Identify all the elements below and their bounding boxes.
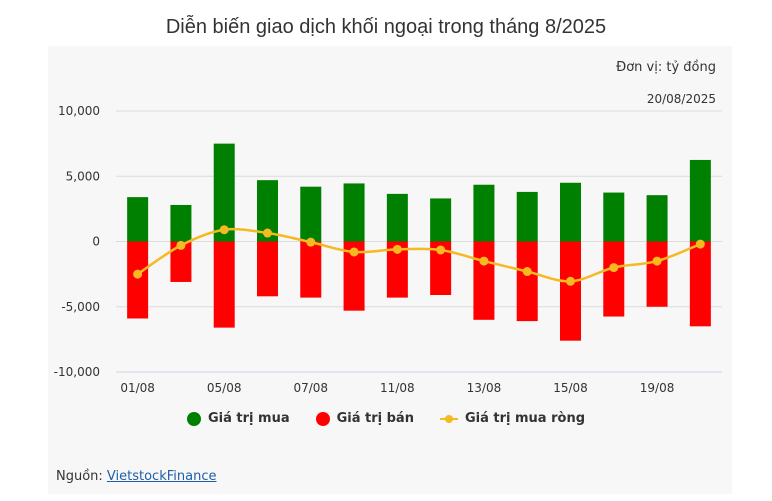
buy-bars	[127, 143, 711, 242]
bar-sell[interactable]	[646, 241, 668, 307]
bar-buy[interactable]	[689, 159, 711, 242]
net-point[interactable]	[566, 276, 575, 286]
legend-net-line-icon	[439, 412, 458, 426]
net-point[interactable]	[349, 247, 359, 257]
bar-buy[interactable]	[603, 192, 625, 242]
net-point[interactable]	[652, 256, 662, 266]
bar-buy[interactable]	[516, 191, 538, 242]
net-point[interactable]	[219, 225, 229, 235]
sell-bars	[127, 241, 711, 341]
x-tick-label: 01/08	[120, 381, 155, 395]
net-point[interactable]	[306, 237, 316, 247]
unit-label: Đơn vị: tỷ đồng	[616, 60, 716, 75]
net-point[interactable]	[176, 240, 186, 250]
bar-buy[interactable]	[473, 184, 495, 242]
bar-sell[interactable]	[213, 241, 235, 328]
grid-lines	[116, 110, 722, 373]
bar-buy[interactable]	[170, 204, 192, 242]
x-tick-label: 15/08	[553, 381, 588, 395]
bar-sell[interactable]	[603, 241, 625, 317]
x-tick-label: 13/08	[467, 381, 502, 395]
x-tick-label: 05/08	[207, 381, 242, 395]
bar-sell[interactable]	[257, 241, 278, 297]
date-label: 20/08/2025	[646, 92, 716, 106]
y-tick-label: -10,000	[54, 365, 100, 379]
net-point[interactable]	[436, 245, 446, 255]
bar-sell[interactable]	[300, 241, 322, 298]
x-tick-label: 19/08	[640, 381, 675, 395]
bar-buy[interactable]	[343, 183, 365, 242]
y-tick-label: 0	[92, 235, 100, 249]
net-line	[133, 225, 705, 286]
bar-buy[interactable]	[560, 182, 581, 242]
x-tick-label: 11/08	[380, 381, 415, 395]
net-point[interactable]	[133, 269, 143, 279]
bar-sell[interactable]	[689, 241, 711, 327]
legend-item-net[interactable]: Giá trị mua ròng	[439, 411, 586, 426]
source: Nguồn: VietstockFinance	[56, 469, 216, 484]
bar-buy[interactable]	[386, 193, 408, 242]
source-prefix: Nguồn:	[56, 469, 107, 484]
bar-buy[interactable]	[646, 195, 668, 242]
x-axis-ticks: 01/08 05/08 07/08 11/08 13/08 15/08 19/08	[120, 381, 674, 395]
legend-net-label: Giá trị mua ròng	[464, 411, 586, 426]
legend-sell-label: Giá trị bán	[336, 411, 414, 426]
legend-buy-dot-icon	[186, 411, 201, 426]
bar-buy[interactable]	[213, 143, 235, 242]
bar-sell[interactable]	[386, 241, 408, 298]
y-tick-label: -5,000	[61, 300, 100, 314]
y-tick-label: 5,000	[66, 169, 100, 183]
x-tick-label: 07/08	[293, 381, 328, 395]
bar-sell[interactable]	[473, 241, 495, 320]
bar-sell[interactable]	[170, 241, 192, 282]
net-point[interactable]	[263, 228, 272, 238]
bar-sell[interactable]	[127, 241, 149, 319]
legend-item-sell[interactable]: Giá trị bán	[315, 411, 414, 426]
legend: Giá trị mua Giá trị bán Giá trị mua ròng	[0, 411, 772, 426]
bar-sell[interactable]	[430, 241, 452, 296]
net-point[interactable]	[479, 256, 489, 266]
net-point[interactable]	[392, 244, 402, 254]
legend-sell-dot-icon	[315, 411, 330, 426]
net-point[interactable]	[609, 263, 619, 273]
net-point[interactable]	[695, 239, 705, 249]
legend-buy-label: Giá trị mua	[207, 411, 290, 426]
source-link[interactable]: VietstockFinance	[106, 469, 217, 484]
bar-buy[interactable]	[127, 197, 149, 242]
net-point[interactable]	[522, 267, 532, 277]
y-axis-ticks: -10,000 -5,000 0 5,000 10,000	[54, 104, 100, 379]
bar-buy[interactable]	[257, 180, 278, 242]
legend-item-buy[interactable]: Giá trị mua	[186, 411, 290, 426]
chart-title: Diễn biến giao dịch khối ngoại trong thá…	[165, 16, 607, 38]
bar-sell[interactable]	[343, 241, 365, 311]
bar-sell[interactable]	[516, 241, 538, 322]
y-tick-label: 10,000	[58, 104, 100, 118]
bar-buy[interactable]	[300, 186, 322, 242]
bar-sell[interactable]	[560, 241, 581, 341]
bar-buy[interactable]	[430, 198, 452, 242]
